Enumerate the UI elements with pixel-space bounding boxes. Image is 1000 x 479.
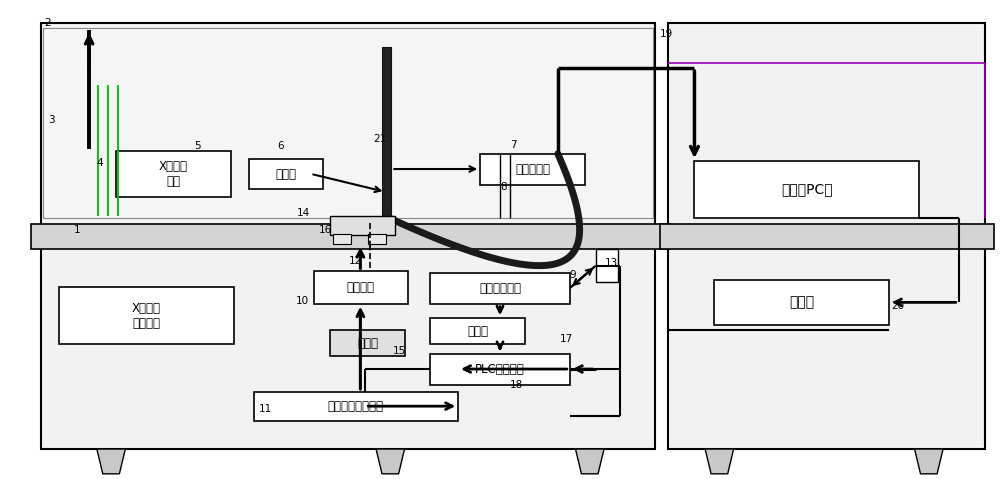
FancyBboxPatch shape — [43, 28, 653, 218]
Text: 7: 7 — [510, 140, 517, 150]
Polygon shape — [705, 449, 734, 474]
FancyBboxPatch shape — [430, 318, 525, 344]
Text: 9: 9 — [570, 270, 576, 280]
Text: 16: 16 — [319, 225, 332, 235]
Polygon shape — [915, 449, 943, 474]
Text: 1: 1 — [74, 225, 81, 235]
FancyBboxPatch shape — [714, 280, 889, 325]
FancyBboxPatch shape — [596, 249, 618, 282]
Text: 14: 14 — [297, 208, 310, 218]
FancyBboxPatch shape — [330, 330, 405, 356]
Text: 工业用PC机: 工业用PC机 — [781, 182, 832, 196]
FancyBboxPatch shape — [31, 224, 670, 249]
Text: 3: 3 — [48, 115, 55, 125]
Text: PLC控制模块: PLC控制模块 — [475, 363, 525, 376]
Text: 20: 20 — [891, 301, 904, 311]
Text: 21: 21 — [373, 134, 387, 144]
FancyBboxPatch shape — [314, 272, 408, 304]
Text: 12: 12 — [348, 256, 362, 266]
Text: 抽气机: 抽气机 — [357, 337, 378, 350]
FancyBboxPatch shape — [668, 23, 985, 449]
Text: 17: 17 — [560, 334, 573, 344]
Text: 18: 18 — [510, 379, 523, 389]
FancyBboxPatch shape — [254, 392, 458, 422]
FancyBboxPatch shape — [382, 46, 391, 218]
Text: 信号调理模块: 信号调理模块 — [479, 282, 521, 295]
FancyBboxPatch shape — [116, 151, 231, 197]
FancyBboxPatch shape — [368, 234, 386, 244]
FancyBboxPatch shape — [249, 159, 323, 190]
Text: 打印机: 打印机 — [789, 296, 814, 309]
Text: X射线用
高压电源: X射线用 高压电源 — [132, 302, 161, 330]
FancyBboxPatch shape — [430, 354, 570, 385]
FancyBboxPatch shape — [694, 161, 919, 218]
Polygon shape — [575, 449, 604, 474]
FancyBboxPatch shape — [330, 216, 395, 235]
FancyBboxPatch shape — [41, 23, 655, 449]
Text: 5: 5 — [194, 141, 200, 151]
FancyBboxPatch shape — [333, 234, 351, 244]
Text: 单色器: 单色器 — [276, 168, 297, 181]
Text: 采样器: 采样器 — [467, 325, 488, 338]
Text: 19: 19 — [660, 30, 673, 39]
Text: 2: 2 — [44, 18, 51, 28]
Text: 步进电机驱动装置: 步进电机驱动装置 — [328, 400, 384, 413]
FancyBboxPatch shape — [480, 154, 585, 185]
Text: 8: 8 — [500, 182, 507, 192]
FancyBboxPatch shape — [660, 224, 994, 249]
Text: 11: 11 — [259, 404, 272, 414]
Text: 6: 6 — [278, 141, 284, 151]
Text: 闪烁探测器: 闪烁探测器 — [515, 163, 550, 176]
FancyBboxPatch shape — [59, 287, 234, 344]
Polygon shape — [376, 449, 405, 474]
Text: 4: 4 — [96, 158, 103, 168]
Polygon shape — [97, 449, 125, 474]
FancyBboxPatch shape — [430, 273, 570, 304]
Text: 10: 10 — [296, 296, 309, 306]
Text: 15: 15 — [393, 346, 407, 356]
Text: 13: 13 — [605, 258, 618, 268]
Text: 步进电机: 步进电机 — [347, 281, 375, 294]
Text: X射线发
生器: X射线发 生器 — [159, 160, 188, 188]
